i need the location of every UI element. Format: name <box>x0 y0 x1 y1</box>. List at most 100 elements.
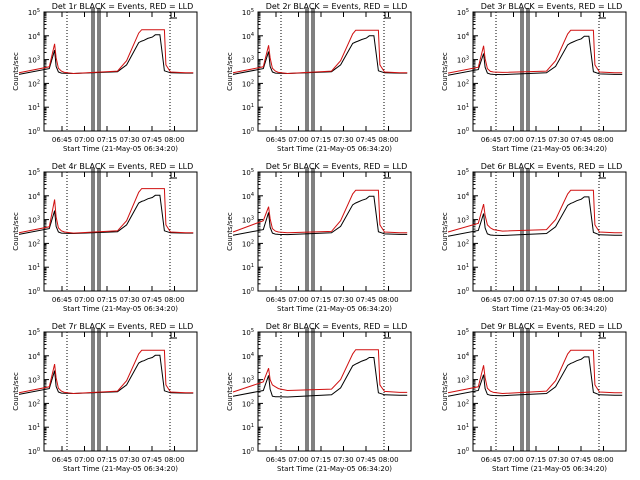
x-tick-label: 07:15 <box>311 456 331 464</box>
chart-title: Det 2r BLACK = Events, RED = LLD <box>266 2 408 11</box>
y-tick-label: 100 <box>457 127 469 136</box>
chart-panel: Det 7r BLACK = Events, RED = LLD 100 101 10… <box>12 322 198 473</box>
lld-series-line <box>447 189 623 234</box>
x-tick-label: 07:45 <box>571 136 591 144</box>
x-tick-label: 07:15 <box>526 456 546 464</box>
y-axis-label: Counts/sec <box>226 372 234 411</box>
chart-panel: Det 8r BLACK = Events, RED = LLD 100 101 10… <box>226 322 412 473</box>
y-tick-label: 104 <box>242 352 254 361</box>
x-tick-label: 07:30 <box>333 296 353 304</box>
y-tick-label: 103 <box>28 376 40 385</box>
y-tick-label: 104 <box>457 352 469 361</box>
x-tick-label: 07:30 <box>548 296 568 304</box>
y-tick-label: 105 <box>242 168 254 177</box>
y-tick-label: 103 <box>242 56 254 65</box>
events-series-line <box>232 35 408 75</box>
x-tick-label: 07:15 <box>526 296 546 304</box>
x-tick-label: 08:00 <box>593 136 613 144</box>
x-tick-label: 07:00 <box>503 456 523 464</box>
y-tick-label: 102 <box>28 79 40 88</box>
x-tick-label: 08:00 <box>164 296 184 304</box>
bracket-marker <box>599 172 606 179</box>
y-tick-label: 101 <box>457 263 469 272</box>
y-tick-label: 103 <box>457 56 469 65</box>
x-axis-label: Start Time (21-May-05 06:34:20) <box>492 145 607 153</box>
chart-title: Det 1r BLACK = Events, RED = LLD <box>52 2 194 11</box>
y-tick-label: 103 <box>28 56 40 65</box>
y-tick-label: 103 <box>457 216 469 225</box>
x-tick-label: 08:00 <box>593 456 613 464</box>
chart-title: Det 9r BLACK = Events, RED = LLD <box>481 322 623 331</box>
y-tick-label: 103 <box>28 216 40 225</box>
plot-frame <box>43 11 198 132</box>
x-tick-label: 06:45 <box>266 456 286 464</box>
x-tick-label: 07:15 <box>97 296 117 304</box>
lld-series-line <box>447 349 623 395</box>
x-tick-label: 07:00 <box>503 296 523 304</box>
events-series-line <box>447 356 623 397</box>
x-tick-label: 07:00 <box>74 136 94 144</box>
x-tick-label: 07:45 <box>356 296 376 304</box>
y-tick-label: 104 <box>242 192 254 201</box>
lld-series-line <box>232 189 408 234</box>
x-tick-label: 07:00 <box>288 456 308 464</box>
x-tick-label: 07:15 <box>526 136 546 144</box>
chart-panel: Det 6r BLACK = Events, RED = LLD 100 101 10… <box>441 162 627 313</box>
chart-panel: Det 5r BLACK = Events, RED = LLD 100 101 10… <box>226 162 412 313</box>
x-tick-label: 07:45 <box>356 136 376 144</box>
bracket-marker <box>384 172 391 179</box>
plot-frame <box>257 11 412 132</box>
plot-frame <box>472 11 627 132</box>
y-tick-label: 100 <box>242 127 254 136</box>
y-tick-label: 103 <box>242 376 254 385</box>
y-tick-label: 105 <box>457 8 469 17</box>
x-axis-label: Start Time (21-May-05 06:34:20) <box>277 465 392 473</box>
y-tick-label: 100 <box>28 127 40 136</box>
x-tick-label: 07:45 <box>356 456 376 464</box>
y-tick-label: 105 <box>28 328 40 337</box>
chart-panel: Det 1r BLACK = Events, RED = LLD 100 101 10… <box>12 2 198 153</box>
y-tick-label: 102 <box>242 239 254 248</box>
bracket-marker <box>170 172 177 179</box>
x-tick-label: 08:00 <box>378 456 398 464</box>
events-series-line <box>447 196 623 237</box>
y-tick-label: 102 <box>28 239 40 248</box>
lld-series-line <box>447 29 623 74</box>
y-tick-label: 101 <box>28 423 40 432</box>
lld-series-line <box>18 349 194 395</box>
y-axis-label: Counts/sec <box>226 212 234 251</box>
y-tick-label: 100 <box>457 447 469 456</box>
lld-series-line <box>232 29 408 75</box>
y-tick-label: 100 <box>457 287 469 296</box>
x-tick-label: 07:15 <box>311 296 331 304</box>
events-series-line <box>447 35 623 76</box>
x-tick-label: 07:00 <box>74 456 94 464</box>
x-tick-label: 07:00 <box>503 136 523 144</box>
x-axis-label: Start Time (21-May-05 06:34:20) <box>492 465 607 473</box>
x-tick-label: 07:30 <box>333 456 353 464</box>
y-tick-label: 103 <box>457 376 469 385</box>
y-tick-label: 105 <box>28 168 40 177</box>
x-tick-label: 08:00 <box>164 136 184 144</box>
y-tick-label: 100 <box>28 287 40 296</box>
y-axis-label: Counts/sec <box>226 52 234 91</box>
x-tick-label: 08:00 <box>378 296 398 304</box>
bracket-marker <box>170 332 177 339</box>
x-tick-label: 07:15 <box>97 456 117 464</box>
x-axis-label: Start Time (21-May-05 06:34:20) <box>277 145 392 153</box>
bracket-marker <box>599 332 606 339</box>
x-tick-label: 06:45 <box>52 456 72 464</box>
y-tick-label: 105 <box>28 8 40 17</box>
x-tick-label: 07:30 <box>119 136 139 144</box>
y-tick-label: 105 <box>457 168 469 177</box>
y-tick-label: 100 <box>242 447 254 456</box>
x-axis-label: Start Time (21-May-05 06:34:20) <box>63 465 178 473</box>
y-axis-label: Counts/sec <box>441 212 449 251</box>
chart-title: Det 8r BLACK = Events, RED = LLD <box>266 322 408 331</box>
events-series-line <box>18 354 194 395</box>
chart-panel: Det 2r BLACK = Events, RED = LLD 100 101 10… <box>226 2 412 153</box>
x-tick-label: 06:45 <box>266 296 286 304</box>
x-tick-label: 07:30 <box>548 136 568 144</box>
y-tick-label: 102 <box>242 399 254 408</box>
x-tick-label: 08:00 <box>164 456 184 464</box>
